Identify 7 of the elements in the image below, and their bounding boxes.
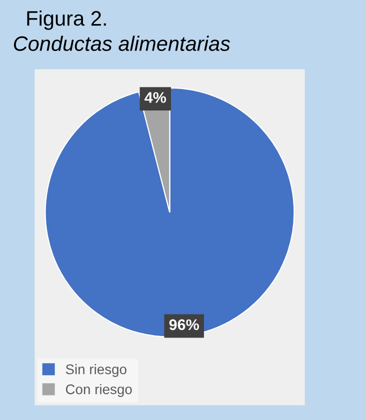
legend-label: Sin riesgo xyxy=(66,364,126,377)
pie-slice xyxy=(44,87,295,338)
data-label: 96% xyxy=(169,319,199,330)
chart-subtitle: Conductas alimentarias xyxy=(14,36,230,52)
chart-title: Figura 2. xyxy=(27,10,106,30)
data-label: 4% xyxy=(144,92,166,103)
legend-label: Con riesgo xyxy=(66,384,132,397)
